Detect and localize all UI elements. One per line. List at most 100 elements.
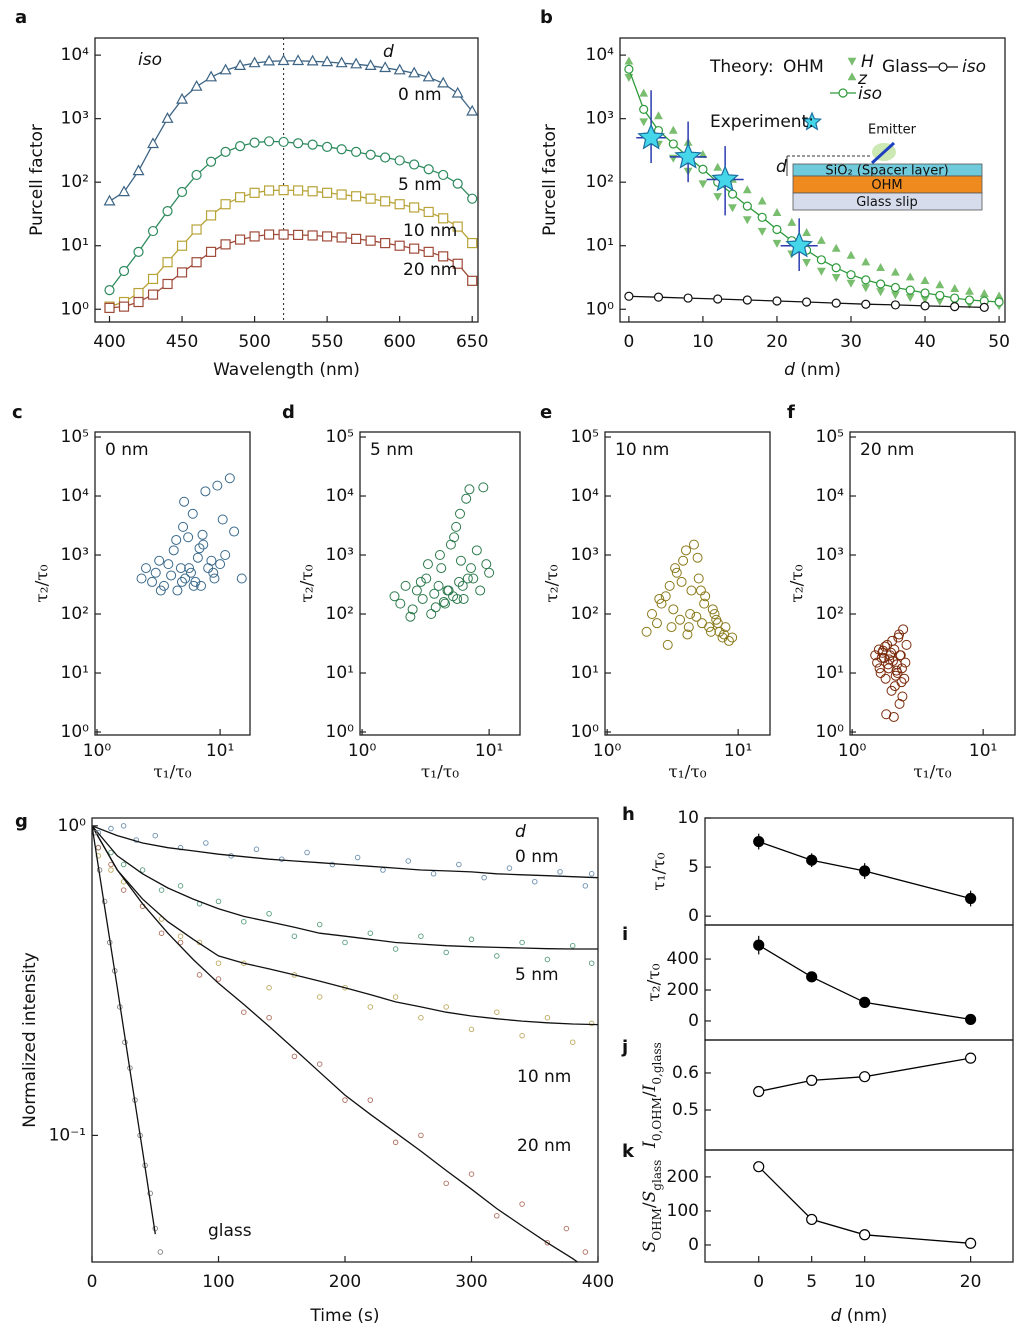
marker bbox=[519, 1032, 525, 1039]
marker bbox=[161, 112, 174, 123]
marker bbox=[847, 72, 857, 81]
y-tick-label: 10¹ bbox=[571, 663, 599, 683]
marker bbox=[757, 196, 767, 205]
marker bbox=[147, 576, 158, 587]
series-line bbox=[92, 825, 598, 1026]
marker bbox=[720, 622, 731, 633]
marker bbox=[624, 56, 634, 65]
marker bbox=[742, 216, 752, 225]
marker bbox=[443, 1180, 449, 1187]
marker bbox=[886, 647, 897, 658]
marker bbox=[817, 267, 826, 276]
marker bbox=[802, 259, 811, 267]
marker bbox=[688, 539, 699, 550]
marker bbox=[557, 869, 563, 875]
emitter-arrow bbox=[870, 141, 896, 165]
marker bbox=[935, 290, 945, 301]
marker bbox=[178, 521, 189, 532]
marker bbox=[176, 576, 187, 587]
series-label: 20 nm bbox=[517, 1136, 571, 1156]
plot-frame bbox=[91, 817, 599, 1263]
series-line bbox=[758, 944, 971, 1021]
marker bbox=[104, 302, 115, 314]
marker bbox=[365, 235, 376, 246]
marker bbox=[685, 609, 696, 620]
marker bbox=[874, 663, 885, 674]
plot-area bbox=[641, 539, 738, 650]
panel-label: j bbox=[621, 1037, 628, 1058]
y-tick-label: 10² bbox=[61, 604, 89, 624]
y-tick-label: 0 bbox=[688, 906, 699, 926]
marker bbox=[176, 186, 188, 198]
marker bbox=[380, 867, 386, 873]
marker bbox=[494, 1009, 500, 1015]
y-tick-label: 10¹ bbox=[61, 236, 89, 256]
marker bbox=[563, 1225, 570, 1232]
marker bbox=[846, 279, 856, 288]
marker bbox=[753, 1161, 765, 1173]
marker bbox=[443, 585, 454, 596]
y-tick-label: 0.5 bbox=[672, 1100, 699, 1120]
marker bbox=[316, 921, 323, 928]
marker bbox=[494, 1213, 500, 1219]
plot-area bbox=[136, 473, 247, 596]
series-label: 10 nm bbox=[517, 1067, 571, 1087]
marker bbox=[191, 224, 202, 235]
marker bbox=[920, 288, 930, 298]
marker bbox=[664, 580, 675, 591]
marker bbox=[727, 189, 738, 199]
y-tick-label: 10⁰ bbox=[571, 722, 600, 742]
marker bbox=[891, 267, 900, 276]
marker bbox=[675, 614, 686, 625]
marker bbox=[654, 111, 663, 120]
x-tick-label: 500 bbox=[238, 332, 270, 352]
marker bbox=[215, 559, 226, 570]
marker bbox=[757, 212, 767, 222]
marker bbox=[481, 874, 487, 881]
marker bbox=[180, 573, 191, 584]
annotation: d bbox=[515, 822, 526, 842]
marker bbox=[443, 949, 449, 956]
marker bbox=[205, 156, 217, 167]
plot-area bbox=[753, 935, 977, 1026]
marker bbox=[662, 639, 673, 650]
marker bbox=[890, 282, 901, 293]
marker bbox=[859, 996, 871, 1008]
marker bbox=[588, 871, 595, 877]
y-tick-label: 200 bbox=[667, 980, 699, 1000]
marker bbox=[263, 54, 276, 66]
marker bbox=[454, 576, 465, 587]
marker bbox=[163, 559, 174, 570]
marker bbox=[234, 140, 246, 152]
marker bbox=[711, 165, 739, 192]
y-tick-label: 10⁵ bbox=[326, 427, 354, 447]
marker bbox=[666, 622, 677, 633]
marker bbox=[277, 54, 290, 66]
marker bbox=[236, 573, 247, 584]
marker bbox=[656, 598, 667, 609]
marker bbox=[831, 243, 841, 252]
marker bbox=[831, 263, 841, 273]
marker bbox=[451, 521, 462, 532]
plot-frame bbox=[604, 431, 771, 736]
marker bbox=[187, 508, 198, 519]
x-tick-label: 10¹ bbox=[724, 741, 752, 761]
inset-label: d bbox=[776, 157, 787, 177]
marker bbox=[392, 1139, 399, 1146]
marker bbox=[883, 659, 894, 670]
marker bbox=[692, 552, 703, 563]
marker bbox=[532, 878, 538, 885]
marker bbox=[683, 622, 694, 633]
marker bbox=[861, 257, 871, 266]
marker bbox=[422, 70, 435, 82]
marker bbox=[154, 555, 165, 566]
panel-label: f bbox=[787, 402, 795, 423]
label-part: (nm) bbox=[841, 1306, 887, 1326]
marker bbox=[452, 178, 463, 189]
legend-label: iso bbox=[858, 84, 882, 104]
marker bbox=[455, 508, 466, 519]
marker bbox=[452, 593, 463, 604]
marker bbox=[757, 227, 767, 236]
plot-frame bbox=[704, 817, 1014, 926]
